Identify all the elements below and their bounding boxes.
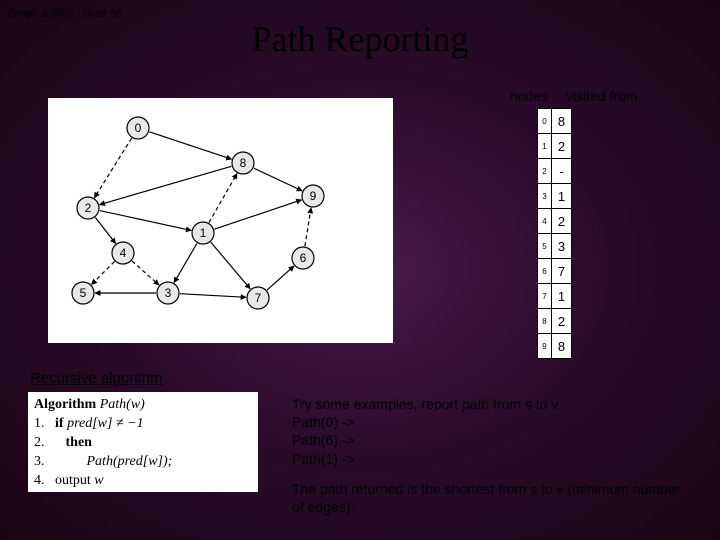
svg-text:5: 5 xyxy=(80,286,87,300)
table-row-index: 9 xyxy=(538,334,552,359)
table-row-value: 3 xyxy=(552,234,572,259)
page-title: Path Reporting xyxy=(252,18,469,60)
table-row-value: 2 xyxy=(552,309,572,334)
svg-text:0: 0 xyxy=(135,121,142,135)
svg-text:1: 1 xyxy=(200,226,207,240)
table-row-index: 0 xyxy=(538,109,552,134)
table-row-index: 7 xyxy=(538,284,552,309)
table-row-value: 1 xyxy=(552,184,572,209)
graph-diagram: 0 1 2 3 4 5 6 7 8 9 xyxy=(48,98,393,343)
table-row-value: - xyxy=(552,159,572,184)
table-row-value: 2 xyxy=(552,209,572,234)
svg-text:7: 7 xyxy=(255,291,262,305)
table-row-index: 4 xyxy=(538,209,552,234)
svg-text:2: 2 xyxy=(85,201,92,215)
table-row-index: 8 xyxy=(538,309,552,334)
visited-from-table: nodes visited from 08122-31425367718298 xyxy=(495,88,638,359)
table-row-value: 8 xyxy=(552,334,572,359)
algorithm-box: Algorithm Path(w) 1. if pred[w] ≠ −1 2. … xyxy=(28,392,258,492)
svg-text:8: 8 xyxy=(240,156,247,170)
table-row-value: 7 xyxy=(552,259,572,284)
table-header-visited: visited from xyxy=(550,88,638,104)
table-header-nodes: nodes xyxy=(495,88,550,104)
table-row-index: 1 xyxy=(538,134,552,159)
table-row-value: 8 xyxy=(552,109,572,134)
table-row-value: 1 xyxy=(552,284,572,309)
table-row-index: 5 xyxy=(538,234,552,259)
svg-text:3: 3 xyxy=(165,286,172,300)
breadcrumb: Graph & BFS / Slide 56 xyxy=(8,8,122,20)
recursive-algorithm-label: Recursive algorithm xyxy=(30,370,163,387)
shortest-path-text: The path returned is the shortest from s… xyxy=(292,480,687,516)
svg-text:6: 6 xyxy=(300,251,307,265)
table-row-value: 2 xyxy=(552,134,572,159)
table-row-index: 3 xyxy=(538,184,552,209)
svg-text:4: 4 xyxy=(120,246,127,260)
svg-text:9: 9 xyxy=(310,189,317,203)
examples-text: Try some examples, report path from s to… xyxy=(292,395,687,468)
table-row-index: 2 xyxy=(538,159,552,184)
table-row-index: 6 xyxy=(538,259,552,284)
